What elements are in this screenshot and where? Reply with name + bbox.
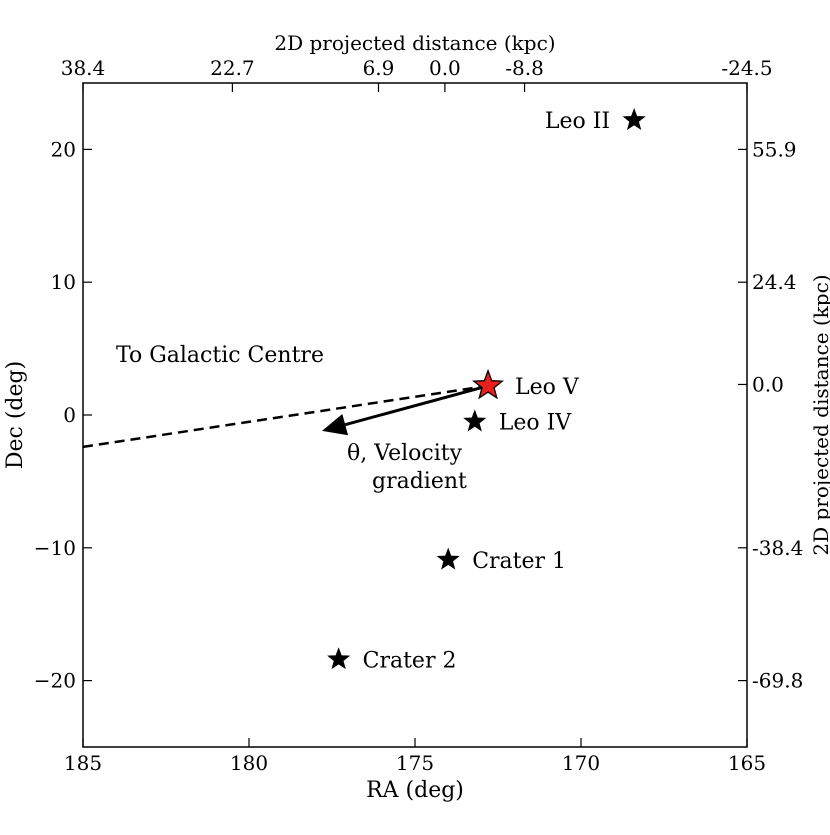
top-tick-label: 22.7: [210, 56, 255, 80]
y-tick-label: 20: [51, 137, 76, 161]
right-tick-label: -38.4: [752, 536, 803, 560]
point-label-crater-1: Crater 1: [472, 549, 566, 574]
x-axis-label: RA (deg): [366, 778, 464, 803]
y-tick-label: 0: [63, 403, 76, 427]
points: [327, 108, 646, 670]
star-marker-leo-v: [472, 368, 505, 400]
x-tick-label: 165: [728, 751, 766, 775]
y-tick-label: 10: [51, 270, 76, 294]
y-tick-label: −20: [34, 669, 76, 693]
top-tick-label: -24.5: [721, 56, 772, 80]
galactic-centre-label: To Galactic Centre: [116, 343, 324, 368]
velocity-gradient-label-line1: θ, Velocity: [347, 441, 463, 466]
velocity-arrow-shaft: [344, 384, 489, 427]
y-tick-label: −10: [34, 536, 76, 560]
x-tick-label: 175: [396, 751, 434, 775]
point-label-leo-iv: Leo IV: [499, 411, 573, 436]
star-marker-crater-2: [327, 647, 351, 670]
right-tick-label: -69.8: [752, 669, 803, 693]
point-label-crater-2: Crater 2: [363, 648, 457, 673]
velocity-arrow-head: [322, 414, 349, 436]
galactic-centre-line: [82, 384, 489, 449]
top-tick-label: 6.9: [363, 56, 395, 80]
top-tick-label: -8.8: [505, 56, 544, 80]
y-right-axis-label: 2D projected distance (kpc): [809, 274, 830, 555]
velocity-gradient-label-line2: gradient: [372, 469, 467, 494]
star-marker-leo-iv: [463, 409, 487, 432]
annotation-lines: [82, 384, 489, 449]
x-tick-label: 180: [230, 751, 268, 775]
top-tick-label: 0.0: [429, 56, 461, 80]
right-tick-label: 55.9: [752, 137, 797, 161]
top-tick-label: 38.4: [61, 56, 106, 80]
labels: Leo II Leo V Leo IV Crater 1 Crater 2: [363, 109, 610, 673]
star-marker-leo-ii: [622, 108, 646, 131]
y-axis-label: Dec (deg): [3, 361, 28, 469]
right-tick-label: 0.0: [752, 372, 784, 396]
ticks: 185 180 175 170 165 38.4 22.7 6.9 0.0 -8.8 -24.5 20…: [34, 56, 804, 775]
right-tick-label: 24.4: [752, 270, 797, 294]
point-label-leo-ii: Leo II: [545, 109, 610, 134]
x-top-axis-label: 2D projected distance (kpc): [274, 31, 555, 55]
star-marker-crater-1: [436, 547, 460, 570]
point-label-leo-v: Leo V: [515, 375, 580, 400]
x-tick-label: 170: [562, 751, 600, 775]
x-tick-label: 185: [64, 751, 102, 775]
